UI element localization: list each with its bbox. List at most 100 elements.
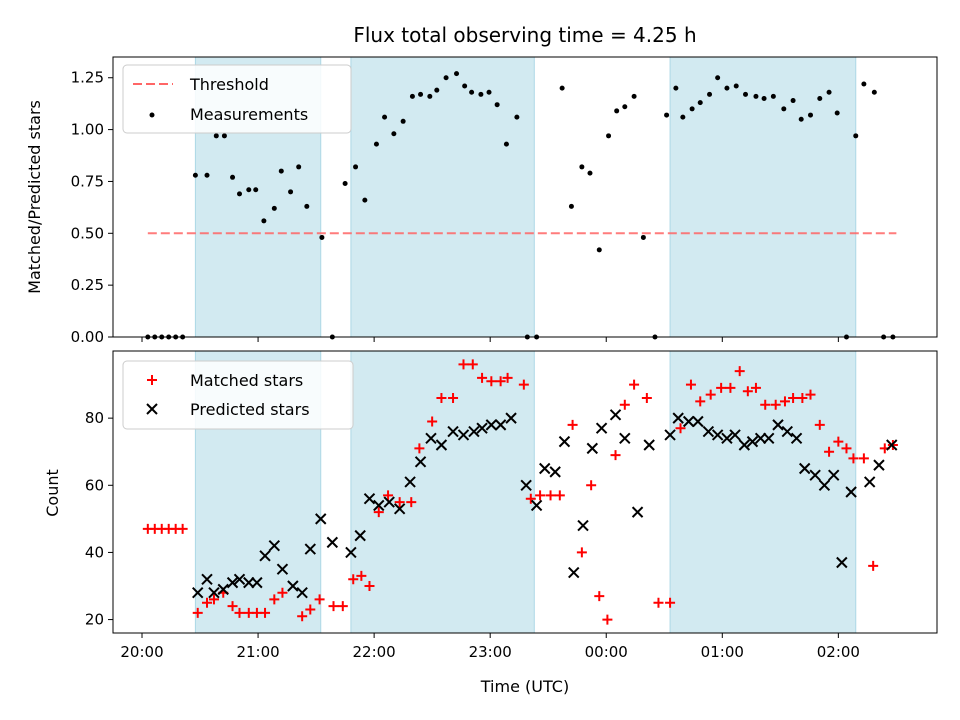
matched-star-marker xyxy=(414,443,425,454)
matched-star-marker xyxy=(841,443,852,454)
measurement-point xyxy=(246,187,252,193)
predicted-star-marker xyxy=(798,462,811,475)
predicted-star-marker xyxy=(457,429,470,441)
measurement-point xyxy=(342,181,348,187)
matched-star-marker xyxy=(805,389,816,400)
measurement-point xyxy=(261,218,267,224)
matched-star-marker xyxy=(685,379,696,390)
predicted-star-marker xyxy=(886,439,898,451)
measurement-point xyxy=(213,133,219,139)
observing-band-1 xyxy=(350,56,535,338)
y-tick-label: 20 xyxy=(85,611,104,629)
predicted-star-marker xyxy=(692,415,704,428)
predicted-star-marker xyxy=(201,573,213,585)
measurement-point xyxy=(770,93,776,99)
predicted-star-marker xyxy=(549,466,561,478)
measurement-point xyxy=(707,91,713,97)
predicted-star-marker xyxy=(790,432,803,444)
measurement-point xyxy=(861,81,867,87)
matched-star-marker xyxy=(824,446,835,457)
measurement-point xyxy=(753,93,759,99)
measurement-point xyxy=(362,197,368,203)
predicted-star-marker xyxy=(558,435,571,448)
predicted-star-marker xyxy=(754,432,767,444)
matched-star-marker xyxy=(525,493,536,504)
predicted-star-marker xyxy=(781,425,793,438)
measurement-point xyxy=(454,71,460,77)
measurement-point xyxy=(622,104,628,110)
measurement-point xyxy=(724,85,730,91)
matched-star-marker xyxy=(269,594,280,605)
matched-star-marker xyxy=(328,601,339,612)
predicted-star-marker xyxy=(721,432,733,444)
measurement-point xyxy=(400,118,406,124)
observing-band-2 xyxy=(669,350,857,634)
predicted-star-marker xyxy=(664,429,676,441)
measurement-point xyxy=(715,75,721,81)
predicted-star-marker xyxy=(233,573,246,585)
matched-star-marker xyxy=(848,453,859,464)
measurement-point xyxy=(478,91,484,97)
measurement-point xyxy=(781,106,787,112)
matched-star-marker xyxy=(337,601,348,612)
legend-matched-marker xyxy=(147,375,157,385)
predicted-star-marker xyxy=(276,563,289,575)
matched-star-marker xyxy=(477,372,488,383)
predicted-star-marker xyxy=(539,462,551,475)
legend-measurements-swatch xyxy=(149,112,155,118)
predicted-star-marker xyxy=(836,556,848,569)
predicted-star-marker xyxy=(304,543,317,555)
matched-star-marker xyxy=(868,560,879,571)
measurement-point xyxy=(503,141,509,147)
top-y-axis-label: Matched/Predicted stars xyxy=(25,100,44,294)
measurement-point xyxy=(596,247,602,253)
x-tick-label: 23:00 xyxy=(469,643,512,661)
matched-star-marker xyxy=(208,594,219,605)
predicted-star-marker xyxy=(447,425,459,438)
matched-star-marker xyxy=(314,594,325,605)
matched-star-marker xyxy=(394,497,405,508)
predicted-star-marker xyxy=(577,519,589,532)
matched-star-marker xyxy=(260,607,271,618)
measurement-point xyxy=(614,108,620,114)
measurement-point xyxy=(664,112,670,118)
bottom-y-axis-label: Count xyxy=(43,469,62,517)
matched-star-marker xyxy=(518,379,529,390)
predicted-star-marker xyxy=(631,506,644,518)
legend-matched-swatch xyxy=(147,375,157,385)
top-legend: Threshold Measurements xyxy=(122,64,352,134)
y-tick-label: 60 xyxy=(85,476,104,494)
matched-star-markers xyxy=(142,359,898,625)
measurement-point xyxy=(587,170,593,176)
matched-star-marker xyxy=(545,490,556,501)
matched-star-marker xyxy=(629,379,640,390)
measurement-point xyxy=(373,141,379,147)
predicted-star-marker xyxy=(643,439,655,451)
measurement-point xyxy=(443,75,449,81)
predicted-star-marker xyxy=(259,550,271,562)
measurement-point xyxy=(631,93,637,99)
measurement-point xyxy=(817,95,823,101)
x-tick-label: 20:00 xyxy=(120,643,163,661)
y-tick-label: 1.25 xyxy=(71,69,104,87)
measurement-point xyxy=(673,85,679,91)
matched-star-marker xyxy=(458,359,469,370)
x-axis-label: Time (UTC) xyxy=(480,677,569,696)
predicted-star-marker xyxy=(595,422,608,434)
top-y-ticks: 0.00 0.25 0.50 0.75 1.00 1.25 xyxy=(71,69,113,346)
measurement-point xyxy=(486,89,492,95)
predicted-star-marker xyxy=(809,469,821,481)
predicted-star-marker xyxy=(619,432,631,444)
measurement-point xyxy=(434,87,440,93)
predicted-star-marker xyxy=(243,576,255,589)
measurement-point xyxy=(640,234,646,240)
measurement-point xyxy=(288,189,294,195)
measurement-point xyxy=(680,114,686,120)
matched-star-marker xyxy=(770,399,781,410)
predicted-star-marker xyxy=(494,419,507,431)
matched-star-marker xyxy=(641,393,652,403)
measurement-point xyxy=(826,89,832,95)
predicted-star-marker xyxy=(530,499,543,512)
matched-star-marker xyxy=(495,376,506,387)
